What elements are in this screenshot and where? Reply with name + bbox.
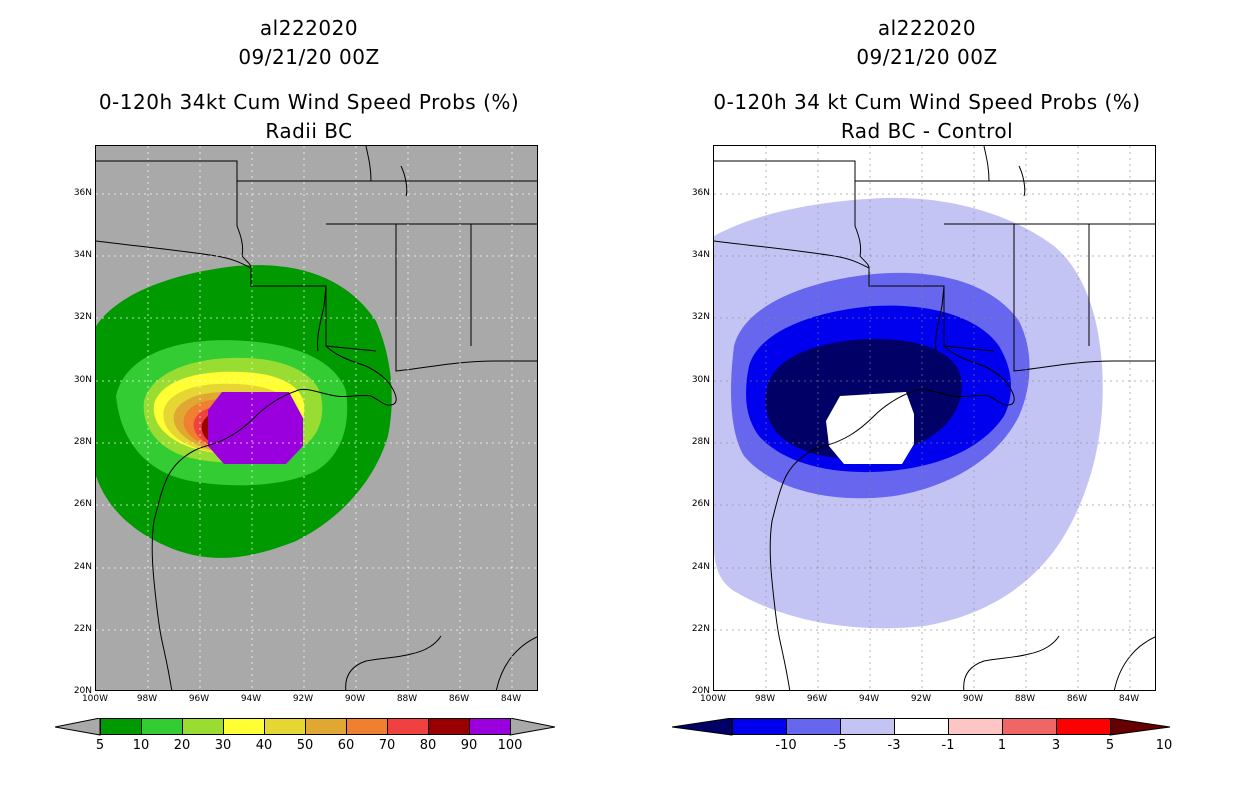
grid-lines bbox=[714, 146, 1155, 690]
latitude-label: 20N bbox=[691, 686, 710, 696]
longitude-label: 90W bbox=[962, 694, 984, 704]
coastlines-borders bbox=[714, 146, 1155, 690]
colorbar-swatch bbox=[305, 718, 347, 735]
colorbar-high-end-arrow bbox=[1109, 718, 1171, 736]
difference-contours bbox=[714, 197, 1103, 629]
latitude-label: 34N bbox=[73, 250, 92, 260]
left-subtitle: Radii BC bbox=[265, 119, 353, 143]
right-subtitle: Rad BC - Control bbox=[840, 119, 1014, 143]
coastlines-borders bbox=[96, 146, 537, 690]
colorbar-label: 50 bbox=[296, 738, 314, 753]
latitude-label: 30N bbox=[73, 375, 92, 385]
colorbar-swatch bbox=[428, 718, 470, 735]
colorbar-label: 90 bbox=[460, 738, 478, 753]
latitude-label: 22N bbox=[73, 624, 92, 634]
longitude-label: 90W bbox=[344, 694, 366, 704]
colorbar-low-end-arrow bbox=[55, 718, 101, 736]
latitude-label: 22N bbox=[691, 624, 710, 634]
colorbar-high-end-arrow bbox=[509, 718, 555, 736]
colorbar-swatch bbox=[346, 718, 388, 735]
colorbar-label: 5 bbox=[95, 738, 105, 753]
latitude-label: 34N bbox=[691, 250, 710, 260]
right-difference-map bbox=[713, 145, 1156, 691]
right-colorbar: -10 -5 -3 -1 1 3 5 10 bbox=[672, 718, 1172, 758]
longitude-label: 98W bbox=[754, 694, 776, 704]
longitude-label: 86W bbox=[1066, 694, 1088, 704]
left-probability-map bbox=[95, 145, 538, 691]
latitude-label: 36N bbox=[73, 188, 92, 198]
longitude-label: 96W bbox=[188, 694, 210, 704]
colorbar-label: 80 bbox=[419, 738, 437, 753]
colorbar-label: 40 bbox=[255, 738, 273, 753]
right-storm-id: al222020 bbox=[877, 16, 977, 40]
colorbar-swatch bbox=[387, 718, 429, 735]
colorbar-label: 5 bbox=[1105, 738, 1115, 753]
probability-contours bbox=[96, 265, 392, 558]
latitude-label: 32N bbox=[691, 312, 710, 322]
latitude-label: 28N bbox=[73, 437, 92, 447]
colorbar-low-end-arrow bbox=[672, 718, 733, 736]
longitude-label: 86W bbox=[448, 694, 470, 704]
left-colorbar: 5 10 20 30 40 50 60 70 80 90 100 bbox=[55, 718, 555, 758]
latitude-label: 24N bbox=[73, 562, 92, 572]
colorbar-swatch bbox=[786, 718, 841, 735]
longitude-label: 100W bbox=[699, 694, 727, 704]
colorbar-label: -10 bbox=[775, 738, 797, 753]
left-title: 0-120h 34kt Cum Wind Speed Probs (%) bbox=[98, 90, 520, 114]
colorbar-label: 20 bbox=[173, 738, 191, 753]
colorbar-swatch bbox=[182, 718, 224, 735]
grid-lines bbox=[96, 146, 537, 690]
colorbar-label: 100 bbox=[497, 738, 523, 753]
colorbar-swatch bbox=[732, 718, 787, 735]
colorbar-swatch bbox=[894, 718, 949, 735]
colorbar-label: 70 bbox=[378, 738, 396, 753]
longitude-label: 94W bbox=[240, 694, 262, 704]
longitude-label: 100W bbox=[81, 694, 109, 704]
colorbar-swatch bbox=[469, 718, 511, 735]
right-date: 09/21/20 00Z bbox=[856, 45, 998, 69]
longitude-label: 98W bbox=[136, 694, 158, 704]
colorbar-swatch bbox=[223, 718, 265, 735]
colorbar-label: -1 bbox=[941, 738, 955, 753]
longitude-label: 92W bbox=[292, 694, 314, 704]
colorbar-label: 60 bbox=[337, 738, 355, 753]
colorbar-swatch bbox=[264, 718, 306, 735]
latitude-label: 26N bbox=[691, 499, 710, 509]
latitude-label: 28N bbox=[691, 437, 710, 447]
colorbar-label: 10 bbox=[1155, 738, 1173, 753]
colorbar-label: -5 bbox=[833, 738, 847, 753]
colorbar-swatch bbox=[1056, 718, 1111, 735]
colorbar-label: 30 bbox=[214, 738, 232, 753]
longitude-label: 94W bbox=[858, 694, 880, 704]
colorbar-label: 3 bbox=[1051, 738, 1061, 753]
longitude-label: 96W bbox=[806, 694, 828, 704]
colorbar-swatch bbox=[100, 718, 142, 735]
longitude-label: 84W bbox=[500, 694, 522, 704]
latitude-label: 32N bbox=[73, 312, 92, 322]
latitude-label: 26N bbox=[73, 499, 92, 509]
latitude-label: 20N bbox=[73, 686, 92, 696]
latitude-label: 24N bbox=[691, 562, 710, 572]
left-storm-id: al222020 bbox=[259, 16, 359, 40]
colorbar-swatch bbox=[948, 718, 1003, 735]
colorbar-swatch bbox=[840, 718, 895, 735]
colorbar-label: -3 bbox=[887, 738, 901, 753]
latitude-label: 30N bbox=[691, 375, 710, 385]
longitude-label: 88W bbox=[1014, 694, 1036, 704]
longitude-label: 84W bbox=[1118, 694, 1140, 704]
colorbar-swatch bbox=[141, 718, 183, 735]
latitude-label: 36N bbox=[691, 188, 710, 198]
colorbar-label: 1 bbox=[997, 738, 1007, 753]
colorbar-label: 10 bbox=[132, 738, 150, 753]
longitude-label: 92W bbox=[910, 694, 932, 704]
right-title: 0-120h 34 kt Cum Wind Speed Probs (%) bbox=[713, 90, 1141, 114]
longitude-label: 88W bbox=[396, 694, 418, 704]
colorbar-swatch bbox=[1002, 718, 1057, 735]
left-date: 09/21/20 00Z bbox=[238, 45, 380, 69]
